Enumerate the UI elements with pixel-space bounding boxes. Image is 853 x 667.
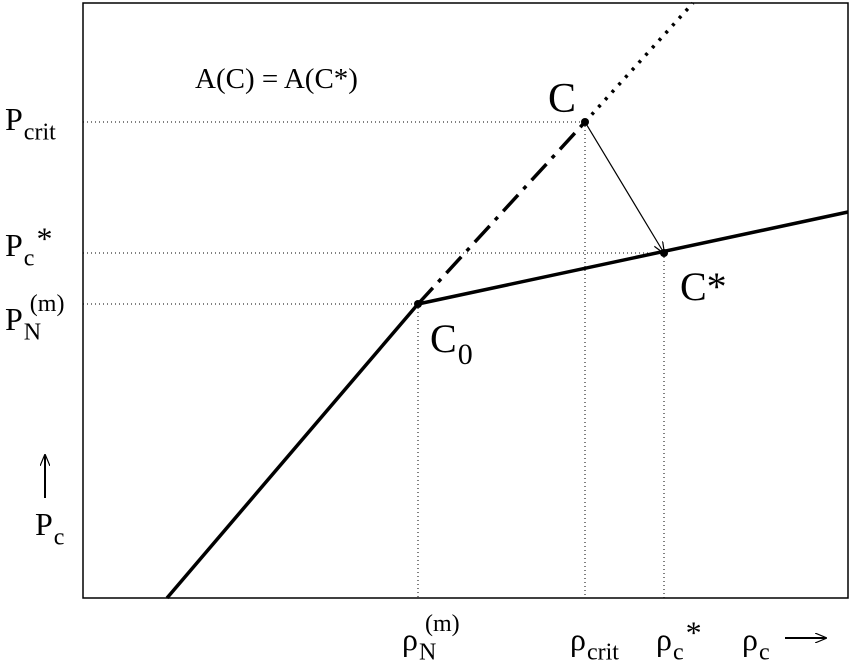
y-label-sup: (m) bbox=[30, 291, 65, 317]
point bbox=[414, 300, 422, 308]
x-label: ρ bbox=[570, 621, 586, 657]
point-label: C* bbox=[680, 264, 727, 309]
y-axis-label: P bbox=[35, 506, 53, 542]
y-label: P bbox=[5, 301, 23, 337]
extrapolation bbox=[416, 120, 587, 306]
x-label-tail: * bbox=[686, 615, 702, 651]
curve bbox=[417, 210, 849, 306]
y-label: P bbox=[5, 101, 23, 137]
y-label-sub: c bbox=[24, 246, 35, 272]
x-label-sub: N bbox=[419, 640, 436, 666]
point-label: C bbox=[430, 316, 457, 361]
frame bbox=[82, 2, 849, 599]
point bbox=[581, 118, 589, 126]
x-label-sup: (m) bbox=[425, 611, 460, 637]
x-label-sub: c bbox=[673, 640, 684, 666]
y-label: P bbox=[5, 227, 23, 263]
point-label: C bbox=[548, 76, 576, 122]
annotation: A(C) = A(C*) bbox=[195, 63, 358, 95]
point bbox=[660, 249, 668, 257]
y-label-sub: crit bbox=[24, 120, 56, 146]
point-label-sub: 0 bbox=[458, 338, 473, 371]
y-label-sub: N bbox=[24, 320, 41, 346]
x-label: ρ bbox=[656, 621, 672, 657]
x-axis-label: ρ bbox=[742, 621, 758, 657]
extrapolation bbox=[583, 1, 695, 124]
x-label: ρ bbox=[402, 621, 418, 657]
y-axis-label-sub: c bbox=[54, 525, 65, 551]
curve bbox=[165, 302, 420, 600]
x-axis-label-sub: c bbox=[759, 640, 770, 666]
y-label-tail: * bbox=[36, 221, 52, 257]
x-label-sub: crit bbox=[587, 640, 619, 666]
arrow bbox=[584, 121, 664, 253]
